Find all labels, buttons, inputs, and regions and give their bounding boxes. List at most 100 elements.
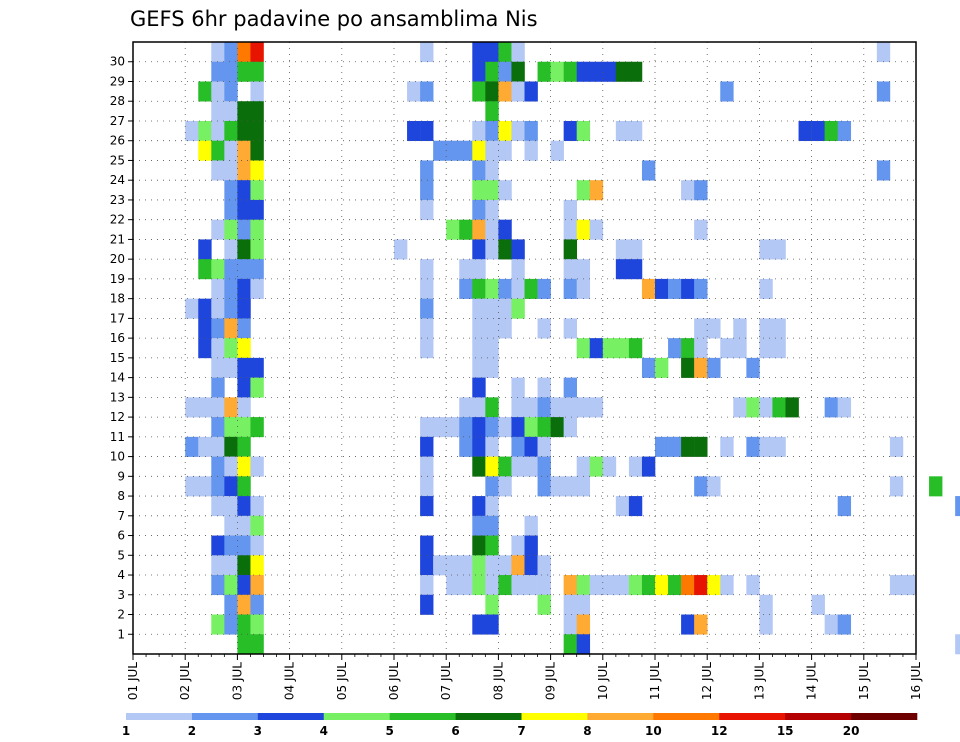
- heatmap-cell: [211, 298, 225, 319]
- heatmap-cell: [681, 614, 695, 635]
- heatmap-cell: [211, 496, 225, 517]
- heatmap-cell: [420, 120, 434, 142]
- heatmap-cell: [524, 575, 538, 596]
- heatmap-cell: [459, 397, 473, 418]
- heatmap-cell: [511, 377, 525, 398]
- y-tick-label: 2: [117, 608, 125, 622]
- heatmap-cell: [485, 594, 499, 615]
- heatmap-cell: [237, 101, 251, 122]
- heatmap-cell: [237, 318, 251, 339]
- heatmap-cell: [576, 61, 591, 82]
- heatmap-cell: [694, 180, 708, 201]
- heatmap-cell: [537, 456, 551, 477]
- legend-label: 10: [645, 724, 662, 738]
- heatmap-cell: [772, 318, 786, 339]
- heatmap-cell: [563, 377, 577, 398]
- heatmap-cell: [537, 476, 551, 497]
- heatmap-cell: [472, 515, 486, 536]
- heatmap-cell: [655, 278, 669, 299]
- heatmap-cell: [524, 515, 538, 536]
- heatmap-cell: [224, 140, 238, 161]
- heatmap-cell: [511, 42, 525, 63]
- heatmap-cell: [550, 397, 564, 418]
- y-tick-label: 21: [110, 232, 125, 246]
- heatmap-cell: [446, 575, 460, 596]
- heatmap-cell: [707, 318, 721, 339]
- heatmap-cell: [485, 476, 499, 497]
- heatmap-cell: [824, 614, 838, 635]
- heatmap-cell: [198, 397, 212, 418]
- heatmap-cell: [420, 298, 434, 319]
- heatmap-cell: [250, 199, 264, 220]
- heatmap-cell: [211, 81, 225, 102]
- heatmap-cell: [224, 515, 238, 536]
- heatmap-cell: [876, 81, 891, 102]
- heatmap-cell: [237, 397, 251, 418]
- heatmap-cell: [694, 318, 708, 339]
- heatmap-cell: [224, 456, 238, 477]
- heatmap-cell: [472, 239, 486, 260]
- heatmap-cell: [641, 575, 656, 596]
- y-tick-label: 10: [110, 450, 125, 464]
- heatmap-cell: [615, 120, 630, 142]
- heatmap-cell: [485, 417, 499, 438]
- heatmap-cell: [472, 61, 486, 82]
- heatmap-cell: [498, 120, 512, 142]
- heatmap-cell: [472, 199, 486, 220]
- legend-swatch: [851, 713, 918, 720]
- heatmap-cell: [563, 278, 577, 299]
- heatmap-cell: [537, 436, 551, 457]
- heatmap-cell: [211, 555, 225, 576]
- heatmap-cell: [237, 239, 251, 260]
- heatmap-cell: [641, 160, 656, 181]
- heatmap-cell: [420, 575, 434, 596]
- heatmap-cell: [485, 555, 499, 576]
- heatmap-cell: [224, 338, 238, 359]
- heatmap-cell: [615, 61, 630, 82]
- heatmap-cell: [550, 61, 564, 82]
- heatmap-cell: [498, 219, 512, 240]
- heatmap-cell: [759, 594, 773, 615]
- heatmap-cell: [485, 219, 499, 240]
- heatmap-cell: [589, 456, 604, 477]
- y-tick-label: 28: [110, 94, 125, 108]
- x-tick-label: 01 JUL: [126, 662, 140, 700]
- heatmap-cell: [250, 120, 264, 142]
- heatmap-cell: [237, 42, 251, 63]
- heatmap-cell: [224, 357, 238, 378]
- y-tick-label: 13: [110, 390, 125, 404]
- heatmap-cell: [681, 436, 695, 457]
- heatmap-cell: [237, 456, 251, 477]
- heatmap-cell: [485, 278, 499, 299]
- y-tick-label: 29: [110, 74, 125, 88]
- heatmap-cell: [641, 357, 656, 378]
- heatmap-cell: [694, 614, 708, 635]
- heatmap-cell: [694, 338, 708, 359]
- heatmap-cell: [537, 318, 551, 339]
- y-tick-label: 18: [110, 292, 125, 306]
- heatmap-cell: [211, 140, 225, 161]
- heatmap-cell: [498, 456, 512, 477]
- heatmap-cell: [733, 397, 747, 418]
- heatmap-cell: [550, 140, 564, 161]
- heatmap-cell: [250, 417, 264, 438]
- heatmap-cell: [446, 555, 460, 576]
- y-tick-label: 8: [117, 489, 125, 503]
- heatmap-cell: [563, 259, 577, 280]
- x-tick-label: 03 JUL: [230, 662, 244, 700]
- y-tick-label: 22: [110, 213, 125, 227]
- heatmap-cell: [720, 575, 734, 596]
- y-tick-label: 25: [110, 153, 125, 167]
- heatmap-cell: [224, 575, 238, 596]
- heatmap-cell: [681, 575, 695, 596]
- heatmap-cell: [576, 634, 591, 655]
- heatmap-cell: [628, 259, 643, 280]
- heatmap-cell: [420, 199, 434, 220]
- heatmap-cell: [224, 120, 238, 142]
- heatmap-cell: [524, 535, 538, 556]
- heatmap-cell: [224, 81, 238, 102]
- heatmap-cell: [472, 160, 486, 181]
- y-tick-label: 6: [117, 529, 125, 543]
- heatmap-cell: [837, 496, 852, 517]
- heatmap-cell: [694, 278, 708, 299]
